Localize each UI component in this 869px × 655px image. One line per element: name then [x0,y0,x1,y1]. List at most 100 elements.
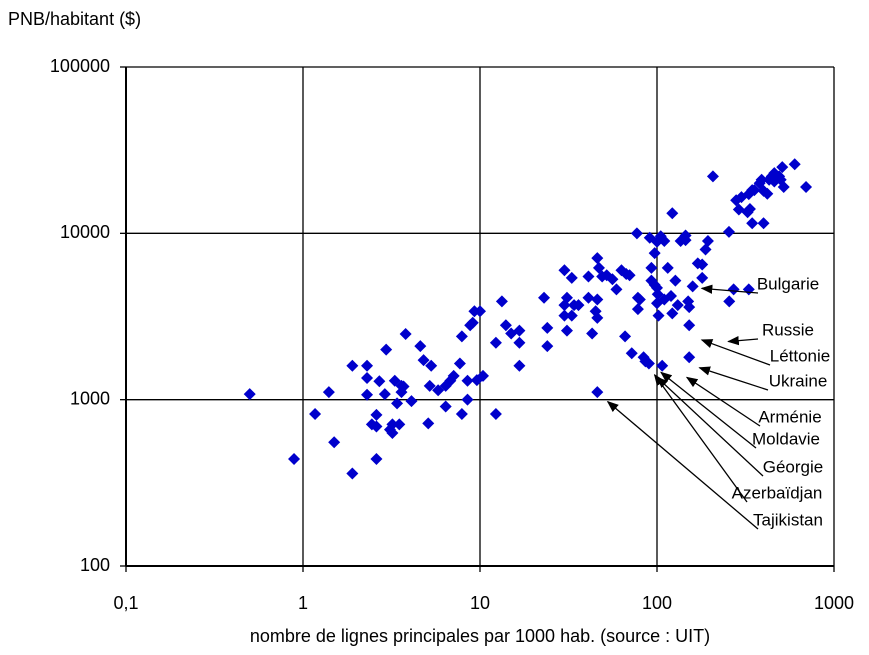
point [572,299,585,312]
point [723,295,736,308]
point [405,395,418,408]
point [447,369,460,382]
point [701,234,714,247]
annotation-arrow [685,376,761,427]
point [243,388,256,401]
point [558,264,571,277]
annotation: Géorgie [763,457,823,476]
point [378,388,391,401]
point [513,324,526,337]
annotation: Ukraine [769,371,828,390]
y-tick-label: 1000 [70,388,110,408]
annotation-arrow [727,335,759,346]
point [658,234,671,247]
point [591,293,604,306]
point [652,309,665,322]
point [777,180,790,193]
point [683,351,696,364]
annotation: Léttonie [770,346,831,365]
point [665,289,678,302]
point [788,158,801,171]
point [683,319,696,332]
point [499,319,512,332]
point [742,283,755,296]
point [696,271,709,284]
x-tick-label: 10 [470,593,490,613]
point [727,283,740,296]
point [800,180,813,193]
point [513,336,526,349]
point [623,269,636,282]
x-tick-label: 0,1 [113,593,138,613]
point [361,359,374,372]
point [414,340,427,353]
point [679,229,692,242]
annotation: Moldavie [752,429,820,448]
point [560,291,573,304]
point [683,301,696,314]
point [439,400,452,413]
point [541,321,554,334]
point [370,452,383,465]
point [417,354,430,367]
point [466,316,479,329]
point [696,258,709,271]
point [391,397,404,410]
point [495,295,508,308]
point [625,347,638,360]
point [732,203,745,216]
point [722,225,735,238]
point [591,386,604,399]
point [489,408,502,421]
point [619,330,632,343]
point [606,273,619,286]
annotation: Bulgarie [757,274,819,293]
point [560,324,573,337]
point [370,420,383,433]
point [656,359,669,372]
point [386,427,399,440]
y-axis-title: PNB/habitant ($) [8,9,141,29]
annotation-arrow [606,400,759,530]
point [645,261,658,274]
point [776,161,789,174]
point [633,293,646,306]
point [393,418,406,431]
point [671,299,684,312]
point [761,187,774,200]
point [666,307,679,320]
annotation: Azerbaïdjan [732,483,823,502]
point [422,417,435,430]
point [455,330,468,343]
point [538,291,551,304]
point [748,184,761,197]
point [361,388,374,401]
point [586,327,599,340]
point [513,359,526,372]
point [591,311,604,324]
point [743,203,756,216]
point [455,408,468,421]
annotation: Russie [762,320,814,339]
y-tick-label: 100 [80,555,110,575]
point [630,227,643,240]
point [477,369,490,382]
x-tick-label: 100 [642,593,672,613]
point [423,379,436,392]
point [558,309,571,322]
x-tick-label: 1 [298,593,308,613]
point [489,336,502,349]
x-tick-label: 1000 [814,593,854,613]
point [706,170,719,183]
point [346,467,359,480]
point [474,305,486,318]
annotation-arrow [653,373,748,503]
x-axis-title: nombre de lignes principales par 1000 ha… [250,626,710,646]
annotation: Tajikistan [753,510,823,529]
point [380,343,393,356]
point [453,357,466,370]
point [399,328,412,341]
point [582,291,595,304]
point [699,243,712,256]
point [661,261,674,274]
